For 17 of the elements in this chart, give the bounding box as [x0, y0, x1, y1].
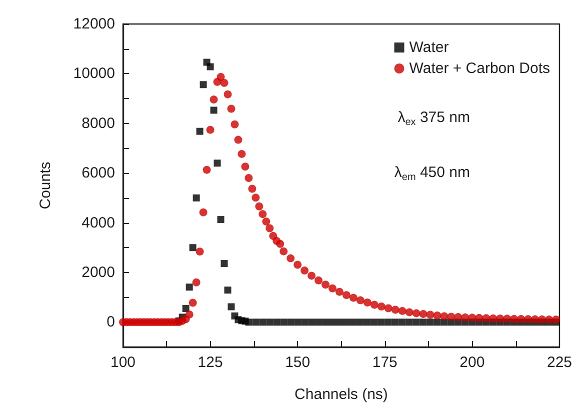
y-tick-label: 8000 — [82, 114, 115, 132]
legend-label: Water + Carbon Dots — [409, 60, 550, 77]
y-tick-label: 2000 — [82, 264, 115, 281]
y-axis-title: Counts — [37, 162, 54, 210]
x-tick-label: 175 — [372, 354, 398, 371]
x-tick-label: 100 — [110, 354, 136, 371]
x-tick-label: 125 — [198, 354, 223, 371]
y-tick-label: 0 — [106, 314, 115, 331]
y-tick-label: 4000 — [82, 214, 115, 232]
y-tick-label: 10000 — [73, 65, 115, 82]
x-axis-title: Channels (ns) — [294, 386, 388, 403]
y-tick-label: 12000 — [73, 16, 115, 32]
legend-label: Water — [409, 39, 449, 56]
x-tick-label: 150 — [285, 354, 310, 371]
x-tick-label: 200 — [460, 354, 485, 371]
x-tick-label: 225 — [546, 354, 572, 371]
y-tick-label: 6000 — [82, 164, 115, 182]
